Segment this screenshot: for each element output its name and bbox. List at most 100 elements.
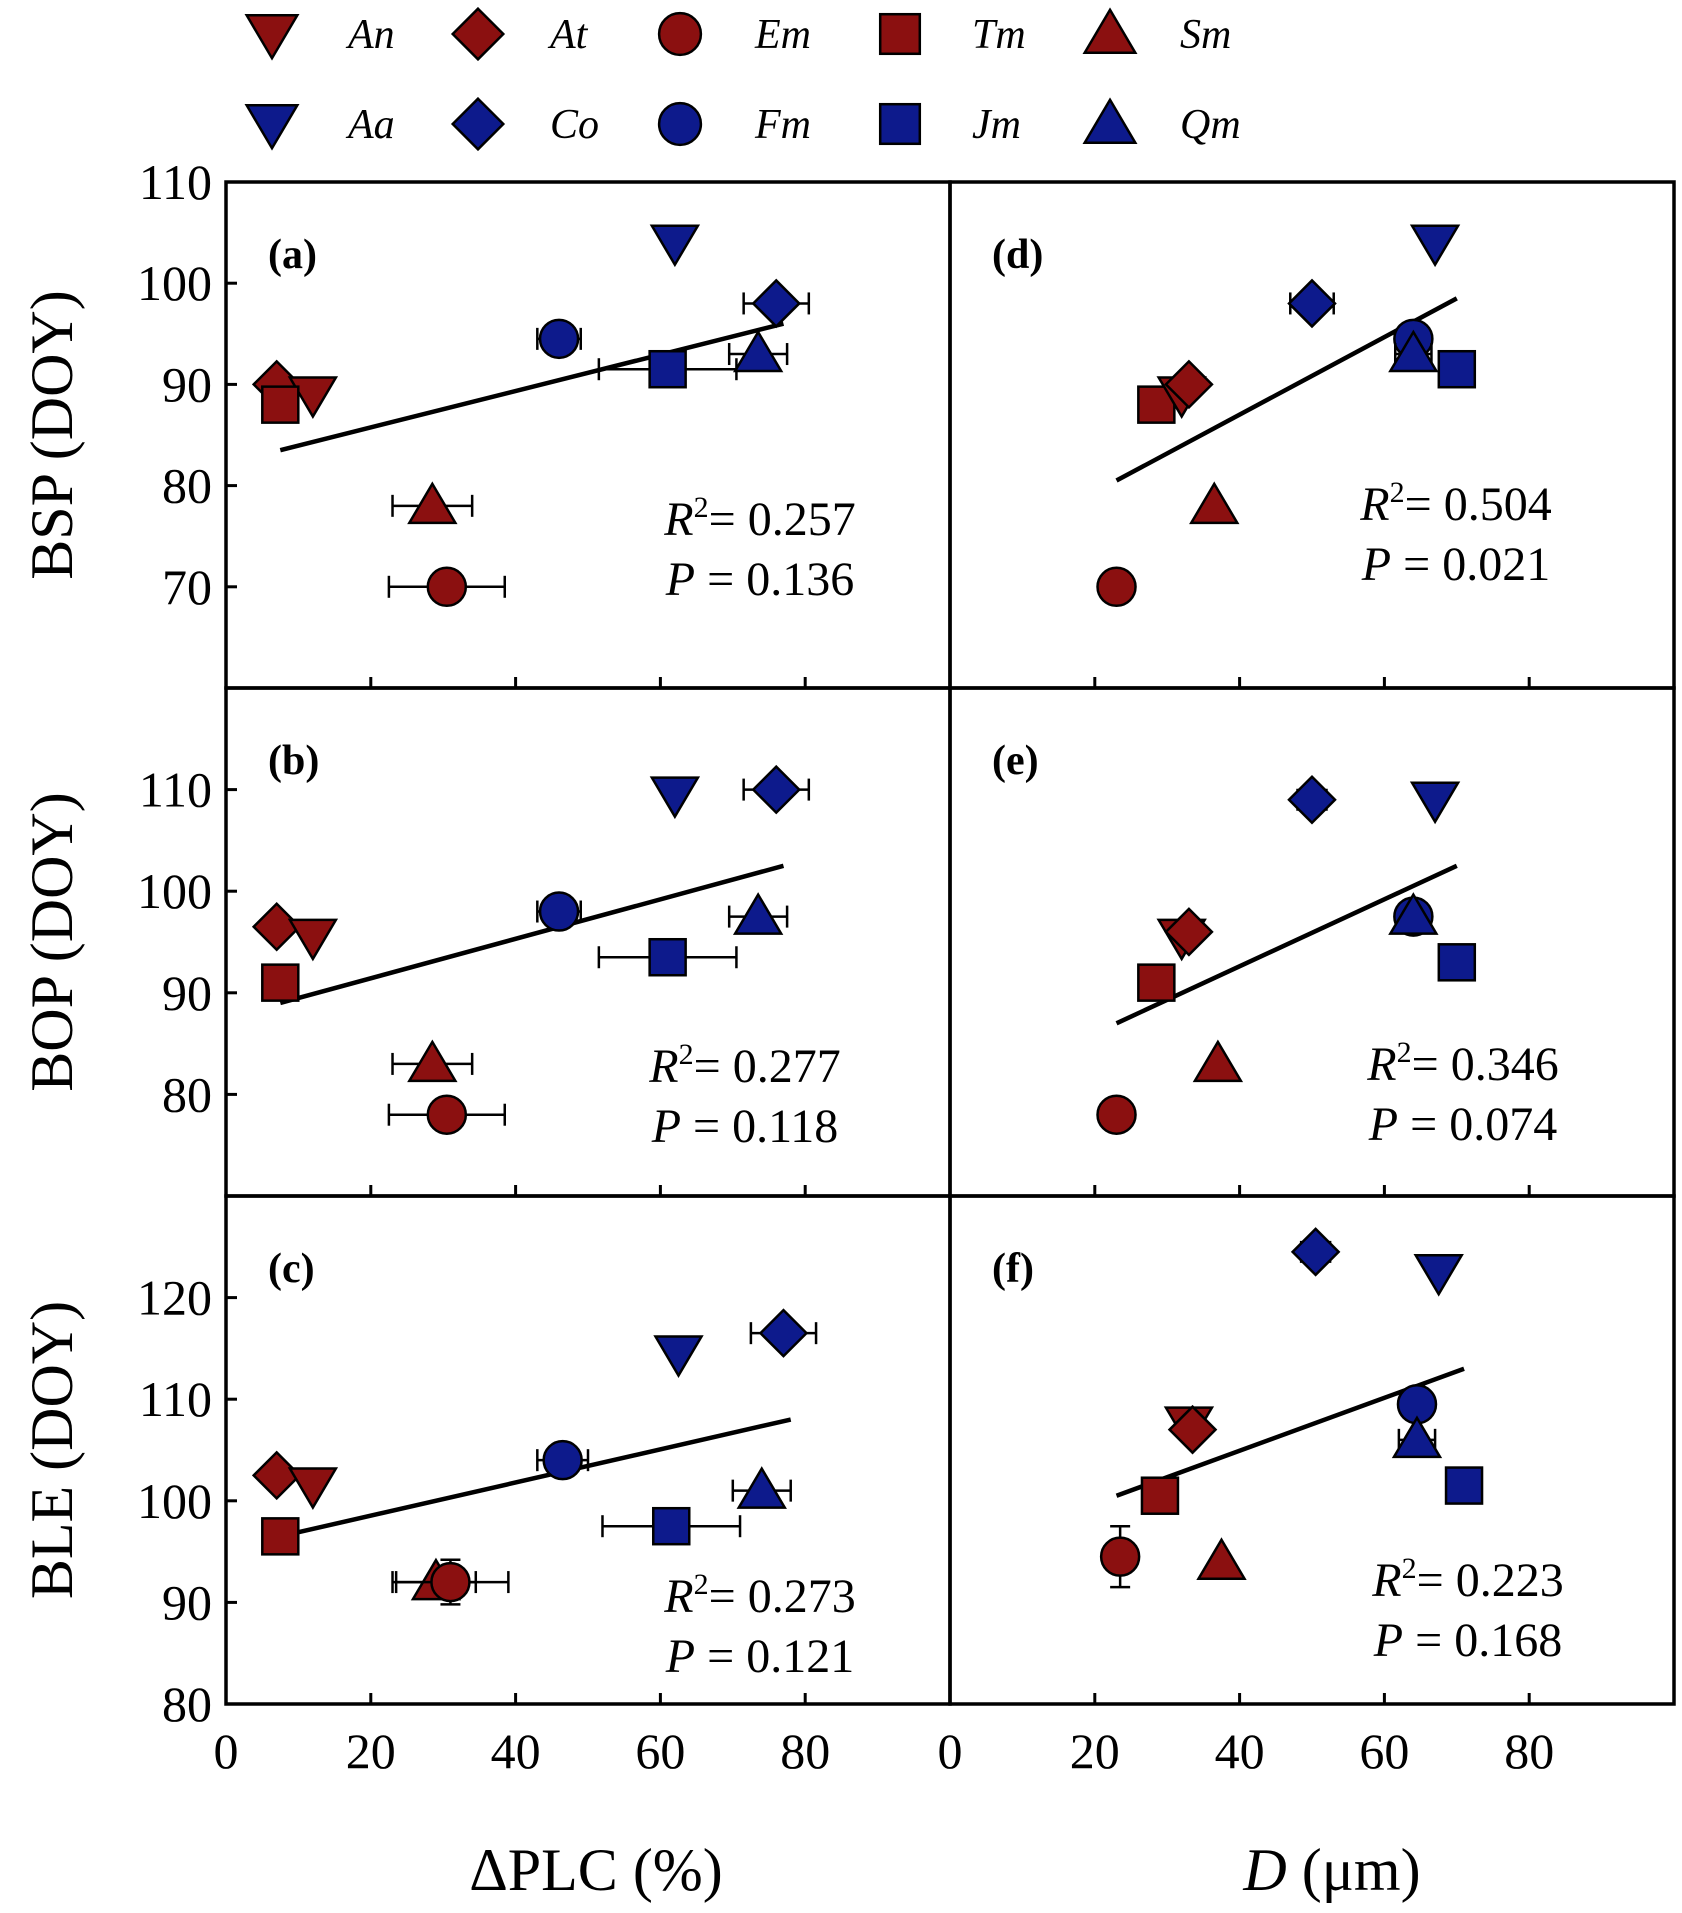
point-marker-triangle-down [1409, 781, 1461, 825]
point-sm [391, 1039, 474, 1083]
legend-marker-triangle-up [1082, 7, 1138, 54]
legend-marker-triangle-down [244, 14, 300, 61]
y-tick-label: 80 [162, 1066, 212, 1122]
x-tick-label: 40 [1215, 1723, 1265, 1779]
point-marker-triangle-down [649, 776, 701, 820]
point-marker-circle [1096, 566, 1137, 608]
point-co [742, 278, 811, 329]
point-aa [649, 224, 701, 268]
point-an [287, 918, 339, 962]
point-marker-triangle-up [736, 1466, 787, 1509]
point-marker-diamond [758, 1308, 809, 1358]
point-at [1167, 1404, 1218, 1455]
panel-b: 80 90 100 110 (b) R2= 0.277 P = 0.118 [137, 686, 952, 1198]
y-tick-label: 110 [139, 154, 212, 210]
legend: An At Em Tm Sm Aa Co Fm Jm Qm [244, 6, 1241, 152]
point-qm [731, 1466, 792, 1509]
point-marker-square [261, 963, 300, 1002]
legend-label: Co [550, 102, 599, 148]
point-jm [597, 349, 738, 389]
regression-line [279, 863, 785, 1006]
point-marker-triangle-up [1391, 1415, 1443, 1459]
point-tm [261, 963, 300, 1002]
y-tick-label: 110 [139, 762, 212, 818]
point-jm [597, 937, 738, 977]
legend-label: Em [754, 12, 811, 58]
point-aa [1413, 1253, 1464, 1297]
panel-label: (c) [268, 1246, 315, 1292]
point-sm [1196, 1537, 1247, 1581]
point-marker-square [261, 385, 300, 424]
point-marker-triangle-up [1192, 1039, 1244, 1083]
legend-label: At [547, 12, 589, 58]
p-value-label: P = 0.121 [665, 1630, 854, 1683]
y-tick-label: 100 [137, 255, 212, 311]
r-squared-label: R2= 0.273 [663, 1568, 855, 1623]
point-marker-triangle-down [287, 376, 339, 419]
p-value-label: P = 0.118 [651, 1100, 839, 1153]
point-aa [649, 776, 701, 820]
y-tick-label: 120 [137, 1270, 212, 1326]
point-marker-square [648, 937, 687, 977]
legend-marker-square [878, 12, 922, 56]
panel-d: (d) R2= 0.504 P = 0.021 [948, 180, 1676, 690]
point-em [1096, 566, 1137, 608]
legend-marker-diamond [450, 6, 506, 62]
y-tick-label: 70 [162, 559, 212, 615]
point-marker-triangle-up [732, 329, 784, 373]
legend-marker-circle [657, 101, 703, 147]
point-marker-square [1444, 1466, 1484, 1505]
panel-label: (a) [268, 232, 317, 278]
point-co [1290, 1227, 1341, 1277]
x-tick-label: 0 [938, 1723, 963, 1779]
point-qm [727, 329, 789, 373]
x-axis-title: ΔPLC (%) [469, 1837, 723, 1903]
r-squared-label: R2= 0.257 [663, 491, 855, 546]
point-at [1164, 907, 1214, 957]
panel-frame [948, 180, 1676, 690]
x-tick-label: 80 [780, 1723, 830, 1779]
y-tick-label: 90 [162, 356, 212, 412]
point-marker-diamond [1164, 359, 1214, 410]
panel-e: (e) R2= 0.346 P = 0.074 [948, 686, 1676, 1198]
point-jm [1437, 943, 1477, 982]
x-tick-label: 40 [491, 1723, 541, 1779]
point-jm [1437, 349, 1477, 389]
point-marker-circle [542, 1439, 583, 1481]
point-marker-square [261, 1517, 300, 1556]
legend-marker-diamond [450, 96, 506, 152]
point-fm [536, 891, 583, 932]
point-marker-triangle-up [732, 892, 784, 935]
point-marker-triangle-down [287, 1467, 339, 1511]
point-marker-circle [430, 1561, 471, 1603]
point-marker-diamond [751, 278, 802, 329]
point-marker-square [1137, 963, 1176, 1002]
point-marker-triangle-up [1196, 1537, 1247, 1581]
y-tick-label: 80 [162, 458, 212, 514]
y-axis-titles: BSP (DOY) BOP (DOY) BLE (DOY) [19, 290, 85, 1599]
legend-label: Fm [754, 102, 811, 148]
point-marker-triangle-down [649, 224, 701, 268]
panel-label: (b) [268, 738, 319, 784]
panel-label: (e) [992, 738, 1039, 784]
panel-frame [224, 686, 952, 1198]
panel-c: 80 90 100 110 120 0 20 40 60 80 (c) R2= 0.273 P = 0.… [137, 1194, 952, 1779]
point-marker-diamond [1290, 1227, 1341, 1277]
point-marker-square [652, 1506, 691, 1546]
legend-entry-aa: Aa [244, 102, 395, 151]
legend-entry-jm: Jm [878, 102, 1021, 148]
panel-label: (d) [992, 232, 1043, 278]
point-marker-diamond [1287, 774, 1337, 825]
panel-f: 0 20 40 60 80 (f) R2= 0.223 P = 0.168 [938, 1194, 1676, 1779]
point-marker-circle [538, 318, 580, 360]
legend-entry-em: Em [657, 11, 811, 58]
point-jm [601, 1506, 742, 1546]
point-em [387, 1094, 506, 1135]
legend-entry-at: At [450, 6, 589, 62]
x-tick-label: 80 [1504, 1723, 1554, 1779]
y-tick-label: 100 [137, 863, 212, 919]
y-tick-label: 110 [139, 1371, 212, 1427]
y-tick-label: 80 [162, 1676, 212, 1732]
p-value-label: P = 0.074 [1368, 1098, 1557, 1151]
